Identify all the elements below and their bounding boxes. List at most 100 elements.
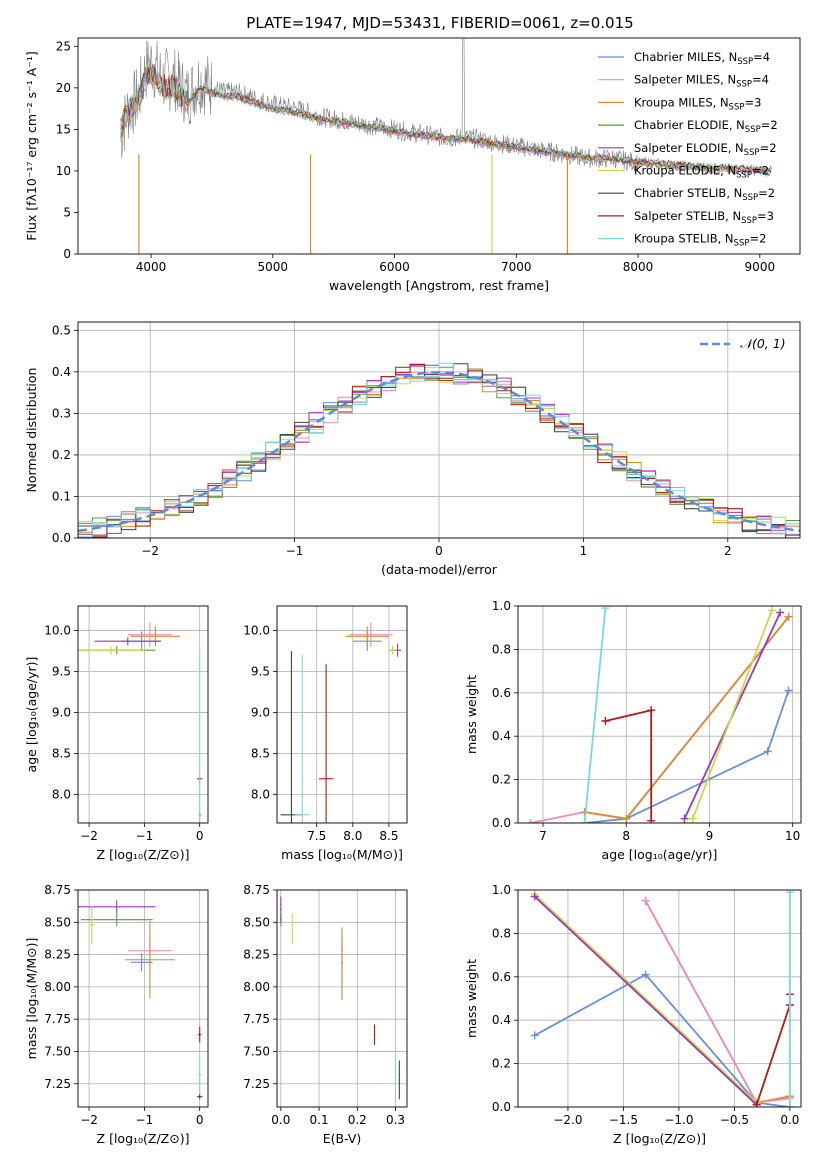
legend-label: Kroupa STELIB, NSSP=2 xyxy=(634,232,766,249)
weight-marker xyxy=(641,896,650,905)
legend-label: Salpeter STELIB, NSSP=3 xyxy=(634,209,774,226)
y-axis-label: mass [log₁₀(M/M⊙)] xyxy=(24,938,39,1060)
data-point xyxy=(291,913,294,945)
y-tick-label: 0.4 xyxy=(492,729,511,743)
x-tick-label: 0.1 xyxy=(310,1113,329,1127)
data-point xyxy=(127,622,173,647)
y-tick-label: 8.25 xyxy=(44,948,71,962)
weight-series-line xyxy=(533,893,758,1104)
data-point xyxy=(78,900,156,914)
plot-area xyxy=(526,606,793,823)
axes-frame xyxy=(77,37,801,255)
x-tick-label: 9000 xyxy=(745,260,776,274)
x-tick-label: 10 xyxy=(785,829,800,843)
plot-area xyxy=(280,896,401,1100)
y-tick-label: 9.5 xyxy=(251,665,270,679)
model-spectrum xyxy=(120,67,772,172)
x-axis-label: E(B-V) xyxy=(323,1131,362,1146)
y-tick-label: 0.2 xyxy=(492,1057,511,1071)
panel-spectrum: 4000 5000 6000 7000 8000 9000 0 5 10 15 20 25 wavele… xyxy=(24,37,801,293)
data-point xyxy=(388,646,397,655)
data-point xyxy=(80,913,153,927)
y-tick-label: 7.50 xyxy=(44,1044,71,1058)
y-tick-label: 8.75 xyxy=(243,883,270,897)
y-tick-label: 5 xyxy=(63,205,71,219)
x-tick-label: −1.5 xyxy=(609,1113,638,1127)
plot-area xyxy=(120,38,773,254)
x-tick-label: 2 xyxy=(724,544,732,558)
data-point xyxy=(394,1051,397,1083)
y-tick-label: 0.1 xyxy=(52,489,71,503)
weight-series-line xyxy=(755,994,791,1106)
legend-label: Kroupa ELODIE, NSSP=2 xyxy=(634,164,769,181)
weight-marker xyxy=(763,747,772,756)
x-tick-label: 0 xyxy=(435,544,443,558)
weight-marker xyxy=(526,819,535,823)
x-tick-label: 0.2 xyxy=(348,1113,367,1127)
y-tick-label: 8.25 xyxy=(243,948,270,962)
y-tick-label: 8.00 xyxy=(44,980,71,994)
axes-frame xyxy=(77,321,801,539)
y-tick-label: 7.50 xyxy=(243,1044,270,1058)
x-axis-label: wavelength [Angstrom, rest frame] xyxy=(329,278,549,293)
weight-marker xyxy=(622,814,631,823)
y-tick-label: 10 xyxy=(56,164,71,178)
gaussian-legend-label: 𝒩(0, 1) xyxy=(740,336,786,351)
legend-label: Chabrier ELODIE, NSSP=2 xyxy=(634,118,778,135)
weight-marker xyxy=(647,816,656,823)
data-point xyxy=(130,953,153,972)
weight-marker xyxy=(785,890,794,897)
weight-marker xyxy=(784,686,793,695)
x-tick-label: 8.0 xyxy=(343,829,362,843)
x-tick-label: 6000 xyxy=(379,260,410,274)
plot-area xyxy=(78,622,203,823)
axes-frame xyxy=(276,889,408,1108)
y-tick-label: 0.6 xyxy=(492,686,511,700)
x-tick-label: 0.0 xyxy=(780,1113,799,1127)
x-tick-label: 8 xyxy=(622,829,630,843)
x-tick-label: −1.0 xyxy=(664,1113,693,1127)
axes-frame xyxy=(517,889,802,1108)
y-tick-label: 7.75 xyxy=(44,1012,71,1026)
panel-mass_vs_Z: −2 −1 0 7.25 7.50 7.75 8.00 8.25 8.50 8.75 Z [log₁… xyxy=(24,883,209,1146)
weight-marker xyxy=(601,606,610,613)
weight-series-line xyxy=(583,608,607,823)
weight-series-line xyxy=(605,709,653,821)
data-point xyxy=(125,921,175,999)
spectrum-legend: Chabrier MILES, NSSP=4 Salpeter MILES, NS… xyxy=(598,50,778,249)
x-tick-label: 7 xyxy=(539,829,547,843)
y-tick-label: 0.8 xyxy=(492,926,511,940)
y-axis-label: age [log₁₀(age/yr)] xyxy=(24,657,39,773)
y-axis-label: Flux [fλ10⁻¹⁷ erg cm⁻² s⁻¹ A⁻¹] xyxy=(24,51,39,240)
y-tick-label: 1.0 xyxy=(492,883,511,897)
x-tick-label: 5000 xyxy=(258,260,289,274)
weight-series-line xyxy=(530,616,790,823)
y-tick-label: 20 xyxy=(56,81,71,95)
data-point xyxy=(130,626,181,647)
y-tick-label: 8.00 xyxy=(243,980,270,994)
y-tick-label: 0.2 xyxy=(492,773,511,787)
axes-frame xyxy=(77,605,209,824)
y-tick-label: 15 xyxy=(56,122,71,136)
x-tick-label: −0.5 xyxy=(720,1113,749,1127)
y-tick-label: 8.75 xyxy=(44,883,71,897)
y-tick-label: 0 xyxy=(63,247,71,261)
data-point xyxy=(345,626,389,647)
x-tick-label: −2 xyxy=(80,1113,98,1127)
panel-age_vs_mass: 7.5 8.0 8.5 8.0 8.5 9.0 9.5 10.0 mass [log₁₀(M/M… xyxy=(243,605,408,862)
panel-weight_vs_age: 7 8 9 10 0.0 0.2 0.4 0.6 0.8 1.0 age [log₁₀(age/yr… xyxy=(464,599,802,862)
x-tick-label: −2 xyxy=(80,829,98,843)
y-tick-label: 25 xyxy=(56,39,71,53)
figure-title: PLATE=1947, MJD=53431, FIBERID=0061, z=0… xyxy=(246,14,633,32)
data-point xyxy=(398,1060,401,1100)
x-tick-label: 0.3 xyxy=(386,1113,405,1127)
panel-mass_vs_ebv: 0.0 0.1 0.2 0.3 7.25 7.50 7.75 8.00 8.25 8.50 8.75… xyxy=(243,883,408,1146)
axes-frame xyxy=(276,605,408,824)
y-tick-label: 8.5 xyxy=(251,746,270,760)
y-tick-label: 9.0 xyxy=(251,705,270,719)
weight-marker xyxy=(530,1031,539,1040)
y-axis-label: mass weight xyxy=(464,959,479,1038)
weight-marker xyxy=(530,892,539,901)
legend-label: Salpeter ELODIE, NSSP=2 xyxy=(634,141,777,158)
